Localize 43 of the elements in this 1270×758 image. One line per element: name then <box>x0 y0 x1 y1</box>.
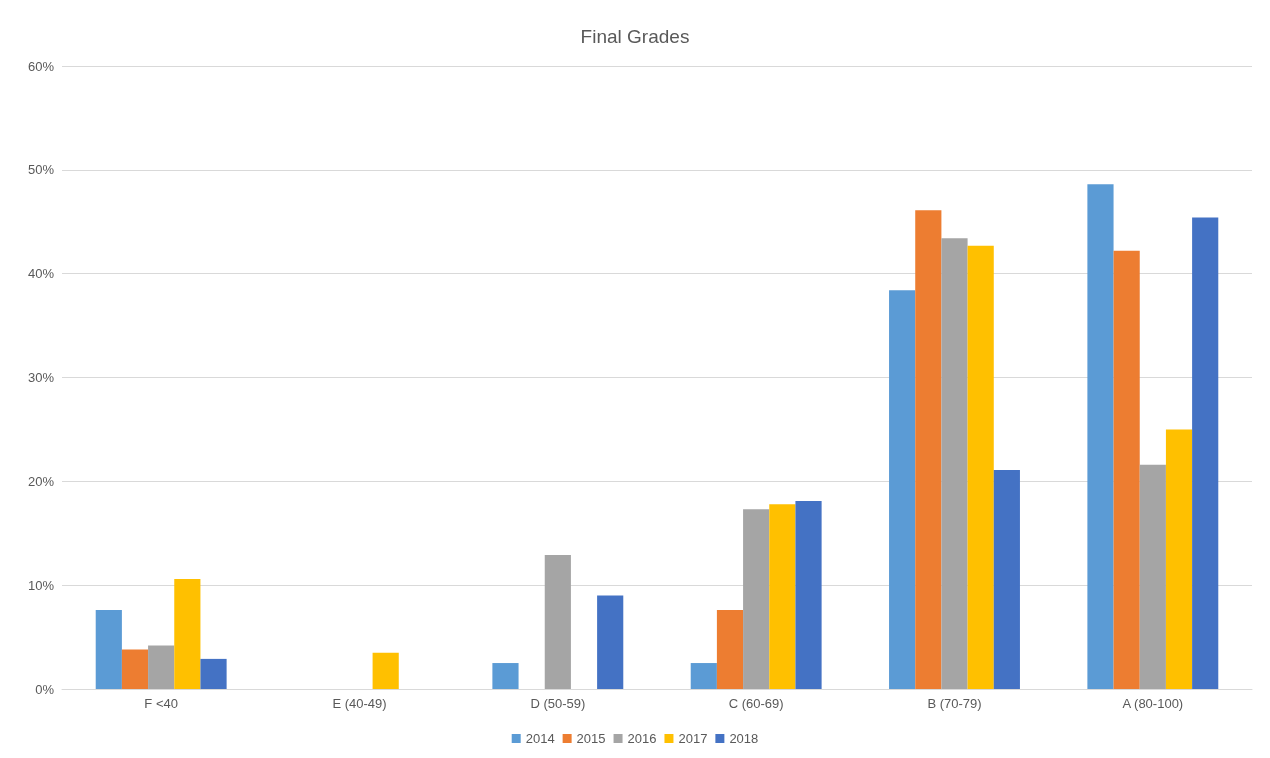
bar <box>200 658 227 689</box>
legend-label: 2016 <box>627 731 657 746</box>
y-tick-label: 30% <box>27 370 55 385</box>
x-tick-label: F <40 <box>144 696 178 711</box>
bar <box>993 469 1020 689</box>
bar <box>544 555 571 689</box>
bar <box>889 290 916 689</box>
bar <box>597 595 624 689</box>
bar <box>769 504 796 689</box>
bar <box>690 663 717 689</box>
bar <box>915 210 942 689</box>
x-tick-label: C (60-69) <box>728 696 784 711</box>
legend-label: 2015 <box>576 731 606 746</box>
bar <box>1165 429 1193 689</box>
bar <box>95 610 122 689</box>
bar <box>795 501 822 689</box>
chart-title: Final Grades <box>580 26 690 47</box>
bar <box>967 245 994 689</box>
legend-label: 2018 <box>729 731 759 746</box>
x-tick-label: A (80-100) <box>1122 696 1184 711</box>
bar <box>148 645 175 689</box>
bar <box>743 509 770 689</box>
y-tick-label: 0% <box>35 681 55 697</box>
y-tick-label: 50% <box>27 162 55 178</box>
bar <box>1087 184 1114 689</box>
bar <box>941 238 968 689</box>
x-tick-label: E (40-49) <box>332 696 387 711</box>
y-tick-label: 20% <box>27 473 55 489</box>
legend-label: 2017 <box>678 731 708 746</box>
bar <box>372 652 399 689</box>
y-tick-label: 60% <box>27 58 55 74</box>
y-tick-label: 40% <box>27 266 55 282</box>
bar <box>174 578 201 689</box>
x-tick-label: B (70-79) <box>927 696 982 711</box>
bar <box>1192 217 1219 689</box>
bar <box>121 649 149 689</box>
bar <box>716 610 744 689</box>
bar <box>492 663 519 689</box>
bar <box>1139 464 1166 689</box>
bar <box>1113 250 1140 689</box>
legend-label: 2014 <box>525 731 555 746</box>
y-tick-label: 10% <box>27 577 55 593</box>
x-tick-label: D (50-59) <box>530 696 586 711</box>
